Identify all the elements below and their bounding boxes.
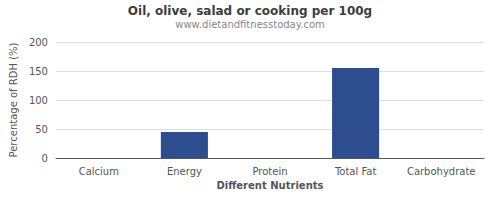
svg-text:0: 0: [42, 153, 48, 164]
svg-text:Carbohydrate: Carbohydrate: [407, 166, 476, 177]
svg-text:Different Nutrients: Different Nutrients: [217, 180, 324, 191]
svg-text:200: 200: [29, 37, 48, 48]
svg-text:Calcium: Calcium: [79, 166, 119, 177]
svg-text:Energy: Energy: [167, 166, 202, 177]
svg-text:100: 100: [29, 95, 48, 106]
svg-text:Total Fat: Total Fat: [334, 166, 376, 177]
svg-text:Oil, olive, salad or cooking p: Oil, olive, salad or cooking per 100g: [128, 4, 372, 18]
svg-text:Protein: Protein: [252, 166, 287, 177]
svg-text:50: 50: [35, 124, 48, 135]
svg-text:150: 150: [29, 66, 48, 77]
svg-text:www.dietandfitnesstoday.com: www.dietandfitnesstoday.com: [175, 19, 324, 30]
svg-text:Percentage of RDH (%): Percentage of RDH (%): [8, 42, 19, 157]
